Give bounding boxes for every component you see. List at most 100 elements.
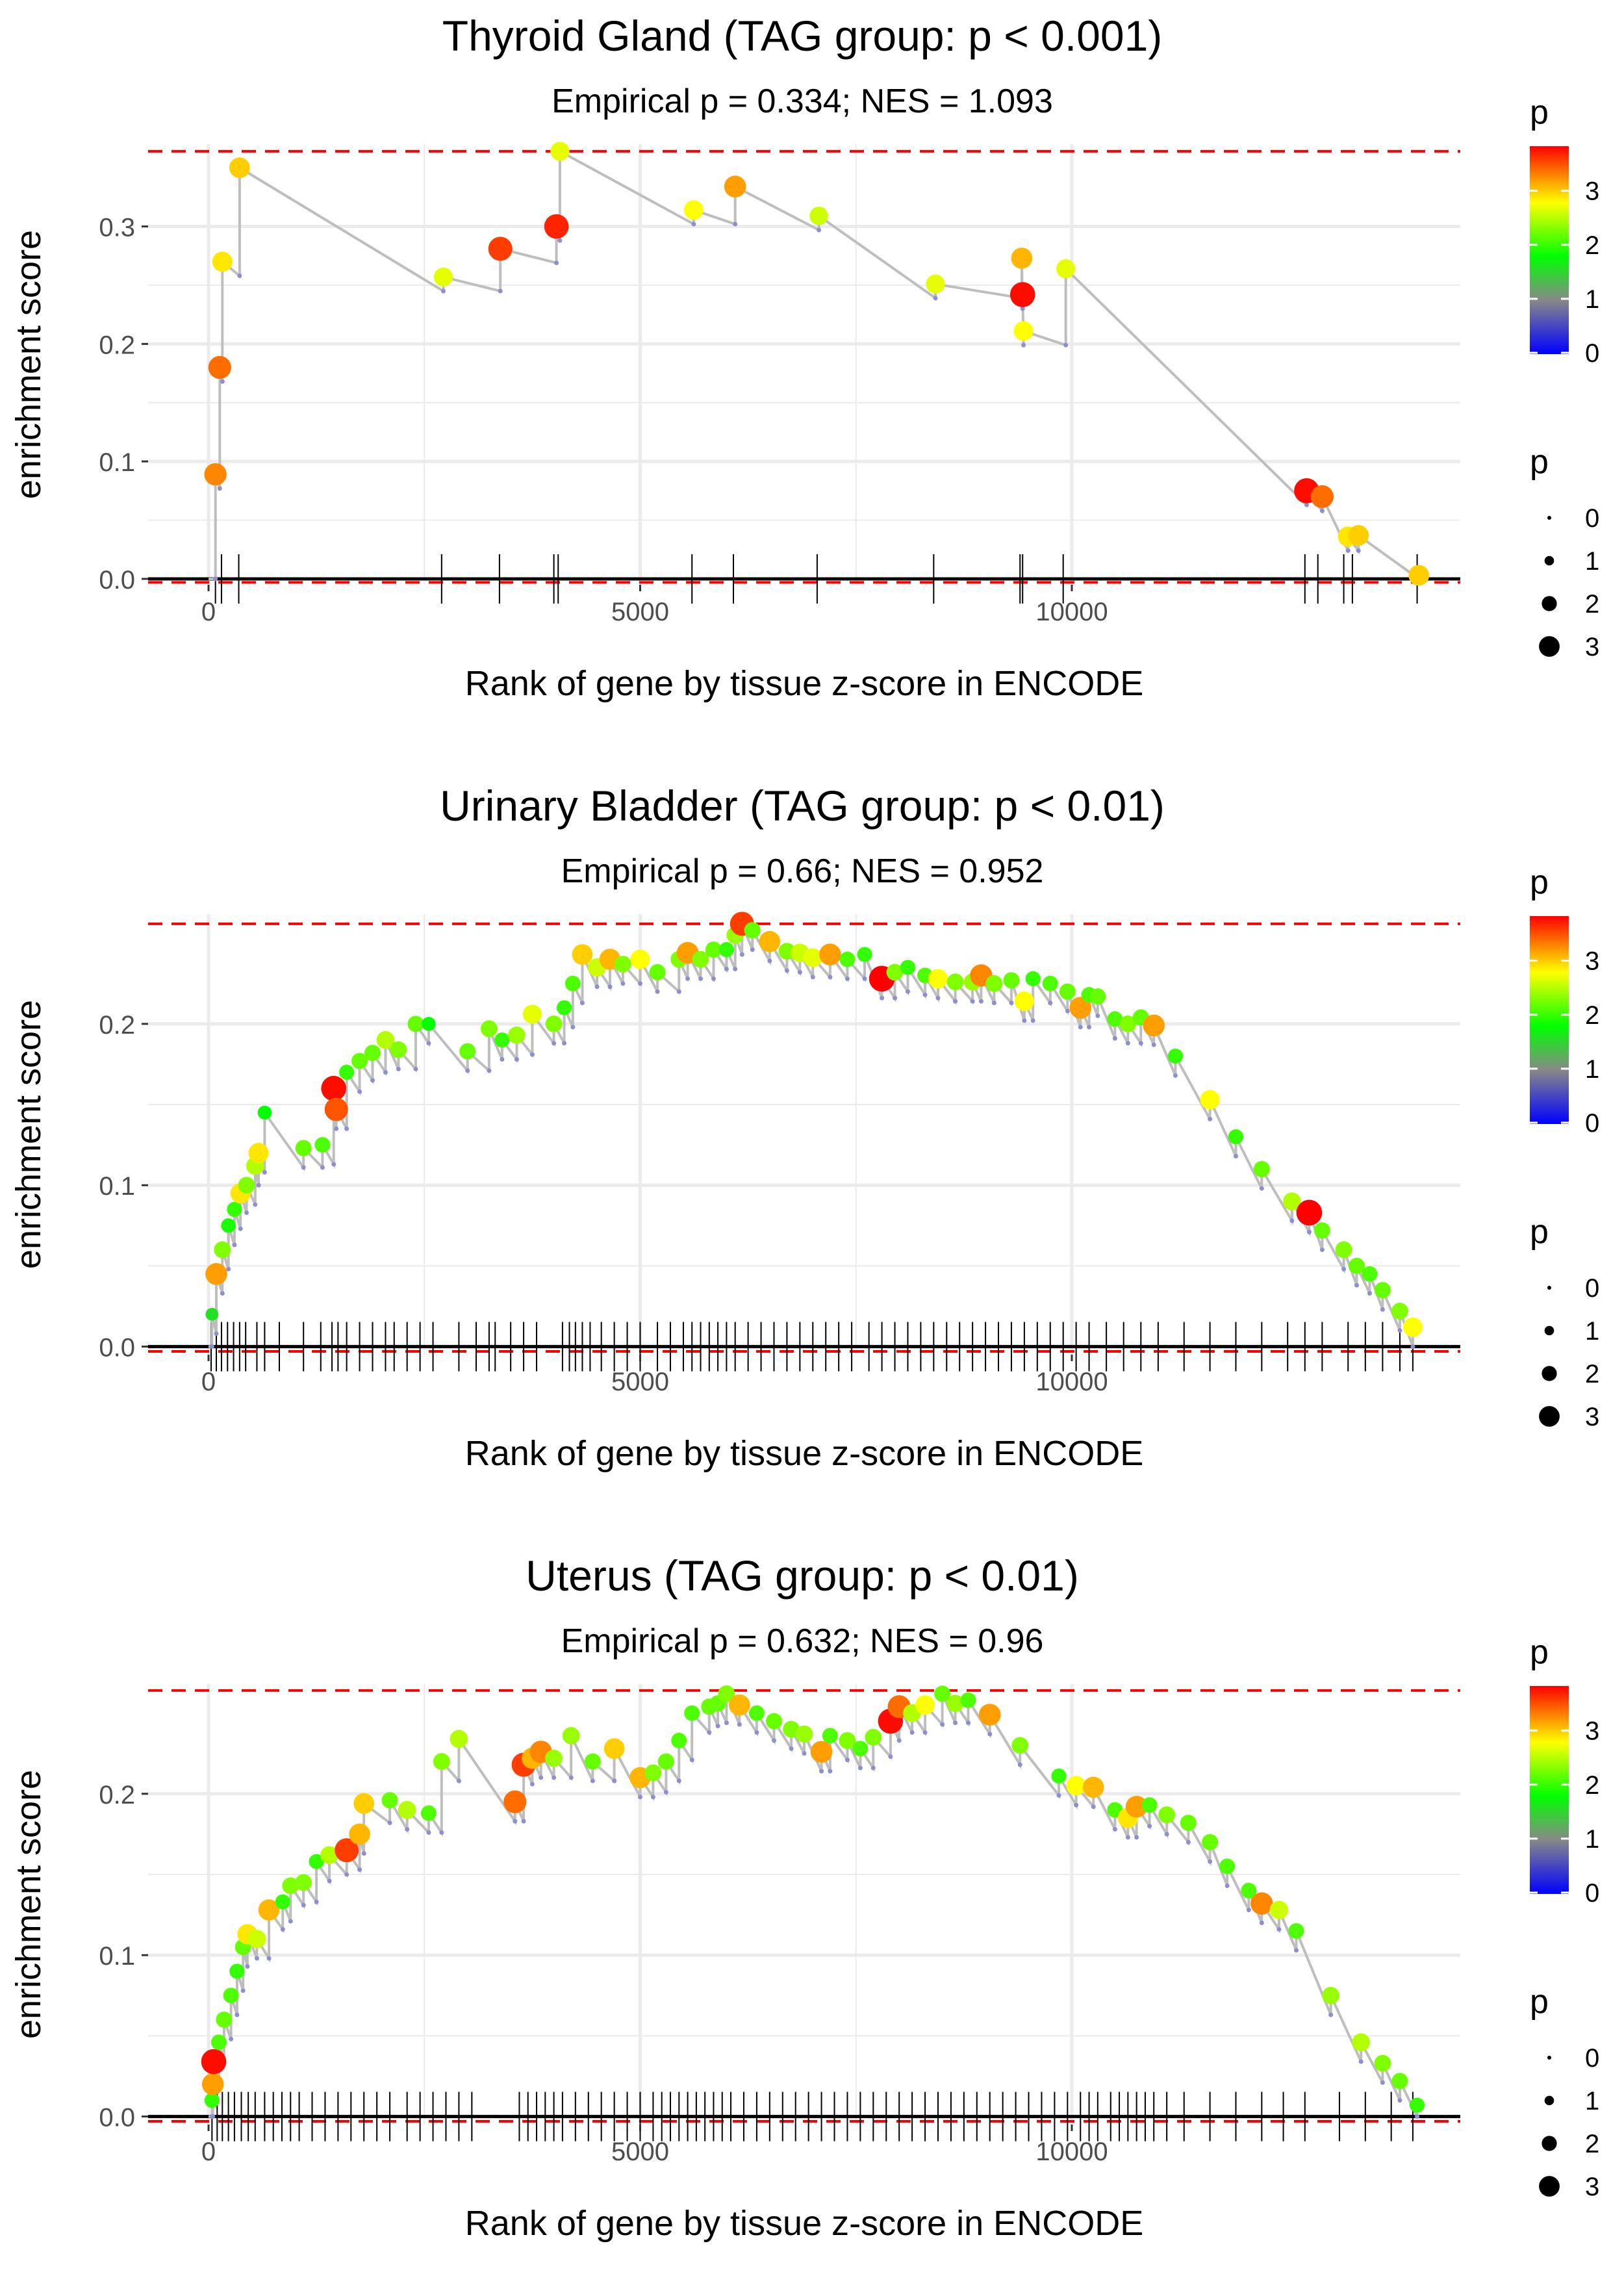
dip-point [797,969,802,975]
data-point [985,975,1003,992]
dip-point [935,995,941,1001]
dip-point [802,1751,807,1756]
data-point [584,1753,601,1770]
data-point [718,942,734,958]
color-legend-title: p [1530,94,1549,131]
dip-point [862,976,867,981]
dip-point [500,1057,505,1062]
data-point [1107,1011,1123,1027]
y-tick-label: 0.0 [99,1334,135,1362]
dip-point [987,1731,993,1737]
size-legend-label: 1 [1585,2087,1599,2115]
dip-point [784,968,789,973]
data-point [822,1728,838,1744]
data-point [615,956,631,973]
data-point [204,463,227,486]
data-point [257,1105,272,1120]
data-point [1202,1833,1219,1850]
dip-point [1078,1025,1083,1030]
dip-point [691,222,696,227]
data-point [562,1727,580,1744]
data-point [309,1854,324,1869]
color-legend-title: p [1530,863,1549,901]
data-point [644,1764,662,1782]
data-point [314,1137,331,1153]
size-legend-label: 3 [1585,2173,1599,2201]
dip-point [933,296,938,301]
dip-point [498,288,503,294]
dip-point [344,1872,349,1877]
dip-point [370,1078,375,1083]
dip-point [685,976,691,981]
x-axis-label: Rank of gene by tissue z-score in ENCODE [465,2204,1143,2243]
size-legend-title: p [1530,1213,1549,1251]
dip-point [1304,502,1309,507]
data-point [718,1685,735,1702]
data-point [1362,1266,1378,1282]
data-point [1167,1048,1184,1064]
data-point [729,1694,750,1716]
data-point [960,1692,976,1708]
data-point [494,1032,510,1048]
data-point [1322,1987,1339,2004]
dip-point [754,1730,759,1735]
size-legend-label: 3 [1585,1403,1599,1431]
data-point [223,1987,239,2004]
data-point [364,1045,381,1062]
dip-point [1208,1116,1213,1121]
data-point [556,1000,572,1016]
x-tick-label: 10000 [1035,598,1108,626]
dip-point [1138,1041,1143,1046]
panel-2: Urinary Bladder (TAG group: p < 0.01) Emp… [9,782,1599,1473]
dip-point [1354,1283,1360,1288]
data-point [1180,1815,1197,1832]
dip-point [426,1830,431,1835]
dip-point [357,1867,362,1872]
dip-point [539,1775,544,1780]
data-point [488,236,513,261]
dip-point [1345,548,1351,554]
dip-point [487,1068,492,1073]
data-point [227,1201,242,1218]
size-legend-dot [1544,2095,1554,2106]
dip-point [513,1819,518,1824]
dip-point [1397,2098,1402,2103]
data-point [839,951,856,967]
data-point [657,1753,674,1770]
data-point [208,355,231,379]
dip-point [1367,1291,1372,1296]
data-point [926,274,945,294]
color-bar-label: 3 [1585,177,1599,206]
chart-title: Urinary Bladder (TAG group: p < 0.01) [440,782,1165,830]
dip-point [953,999,958,1004]
data-point [550,142,570,161]
data-point [915,1695,935,1715]
data-point [1011,248,1033,269]
data-point [684,1705,700,1721]
color-bar-label: 2 [1585,231,1599,260]
dip-point [663,1789,668,1795]
dip-point [439,1830,444,1835]
size-legend-title: p [1530,443,1549,481]
size-legend-dot [1542,2136,1557,2151]
dip-point [953,1720,958,1726]
data-point [320,1846,338,1865]
data-point [900,960,916,975]
dip-point [1259,1921,1264,1926]
data-point [795,1725,813,1743]
dip-point [819,1769,824,1774]
dip-point [1415,2114,1420,2119]
dip-point [711,976,716,981]
data-point [295,1874,312,1891]
data-point [810,1741,833,1763]
dip-point [238,1226,243,1231]
data-point [1219,1858,1236,1874]
dip-point [828,975,833,980]
data-point [765,1713,782,1730]
dip-point [698,976,704,981]
data-point [204,2093,220,2108]
dip-point [817,227,822,233]
size-legend-label: 2 [1585,590,1599,619]
data-point [1082,1776,1104,1798]
